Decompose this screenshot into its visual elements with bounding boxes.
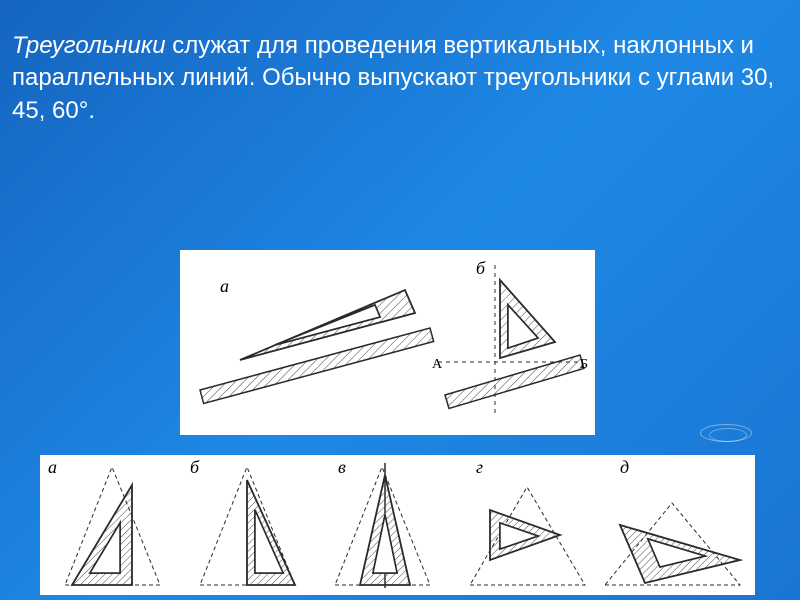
svg-text:Б: Б	[580, 357, 588, 372]
top-diagram: а б А Б	[180, 250, 595, 435]
term: Треугольники	[12, 32, 166, 59]
svg-text:а: а	[220, 276, 229, 296]
svg-text:б: б	[190, 457, 200, 477]
svg-text:б: б	[476, 258, 486, 278]
svg-text:а: а	[48, 457, 57, 477]
svg-text:г: г	[476, 457, 483, 477]
svg-text:в: в	[338, 457, 346, 477]
bottom-diagram: а б в г д	[40, 455, 755, 595]
svg-text:А: А	[432, 357, 443, 372]
svg-text:д: д	[620, 457, 629, 477]
description-text: Треугольники служат для проведения верти…	[12, 30, 788, 127]
ripple-icon	[700, 424, 752, 442]
